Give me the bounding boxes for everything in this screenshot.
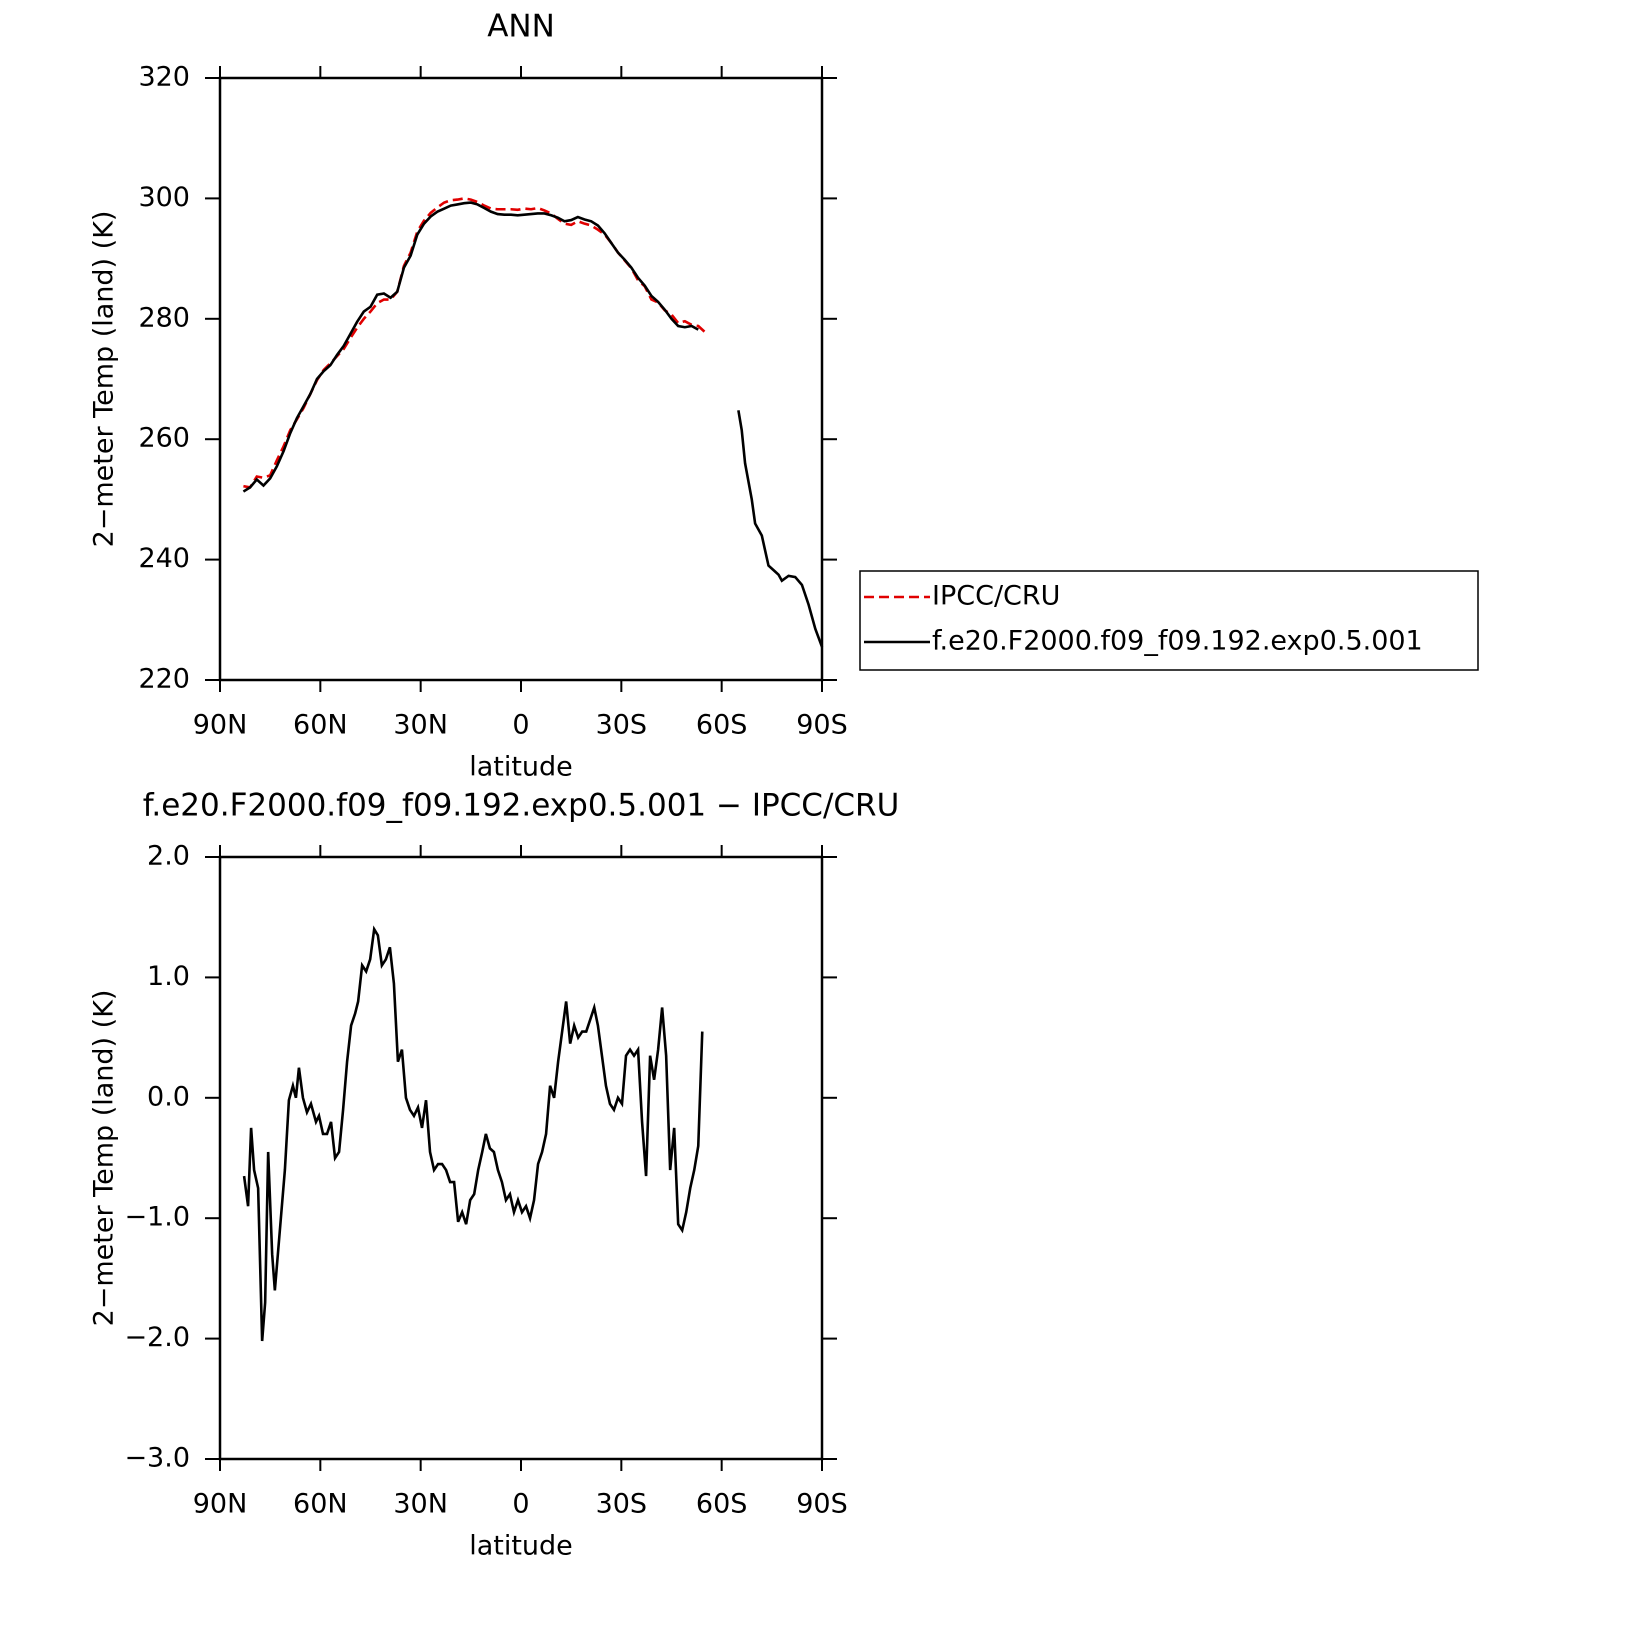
y-tick-label: 300 — [138, 182, 190, 213]
y-tick-label: 260 — [138, 423, 190, 454]
y-tick-label: 0.0 — [147, 1081, 190, 1112]
x-tick-label: 60N — [293, 710, 348, 741]
series-line — [243, 197, 706, 489]
x-axis-label: latitude — [469, 1531, 573, 1562]
x-tick-label: 0 — [512, 710, 529, 741]
x-axis-label: latitude — [469, 752, 573, 783]
y-tick-label: −1.0 — [124, 1202, 190, 1233]
y-axis-label: 2−meter Temp (land) (K) — [89, 211, 120, 548]
y-tick-label: 1.0 — [147, 961, 190, 992]
y-tick-label: 240 — [138, 543, 190, 574]
y-axis-label: 2−meter Temp (land) (K) — [89, 990, 120, 1327]
y-tick-label: 320 — [138, 62, 190, 93]
y-tick-label: −2.0 — [124, 1322, 190, 1353]
x-tick-label: 30N — [393, 710, 448, 741]
x-tick-label: 0 — [512, 1489, 529, 1520]
y-tick-label: 2.0 — [147, 841, 190, 872]
x-tick-label: 60S — [696, 710, 748, 741]
legend-label: f.e20.F2000.f09_f09.192.exp0.5.001 — [932, 626, 1423, 657]
plot-frame — [218, 76, 824, 682]
x-tick-label: 90N — [193, 710, 248, 741]
x-tick-label: 60S — [696, 1489, 748, 1520]
x-tick-label: 60N — [293, 1489, 348, 1520]
chart-title: f.e20.F2000.f09_f09.192.exp0.5.001 − IPC… — [143, 788, 900, 824]
y-tick-label: 220 — [138, 664, 190, 695]
x-tick-label: 30S — [596, 1489, 648, 1520]
x-tick-label: 90S — [796, 1489, 848, 1520]
series-line — [242, 925, 704, 1342]
y-tick-label: 280 — [138, 302, 190, 333]
x-tick-label: 90S — [796, 710, 848, 741]
x-tick-label: 90N — [193, 1489, 248, 1520]
x-tick-label: 30S — [596, 710, 648, 741]
legend-box — [859, 570, 1479, 671]
chart-title: ANN — [487, 9, 555, 45]
plot-frame — [218, 855, 824, 1461]
legend-label: IPCC/CRU — [932, 581, 1060, 612]
x-tick-label: 30N — [393, 1489, 448, 1520]
series-line — [242, 201, 824, 648]
y-tick-label: −3.0 — [124, 1443, 190, 1474]
